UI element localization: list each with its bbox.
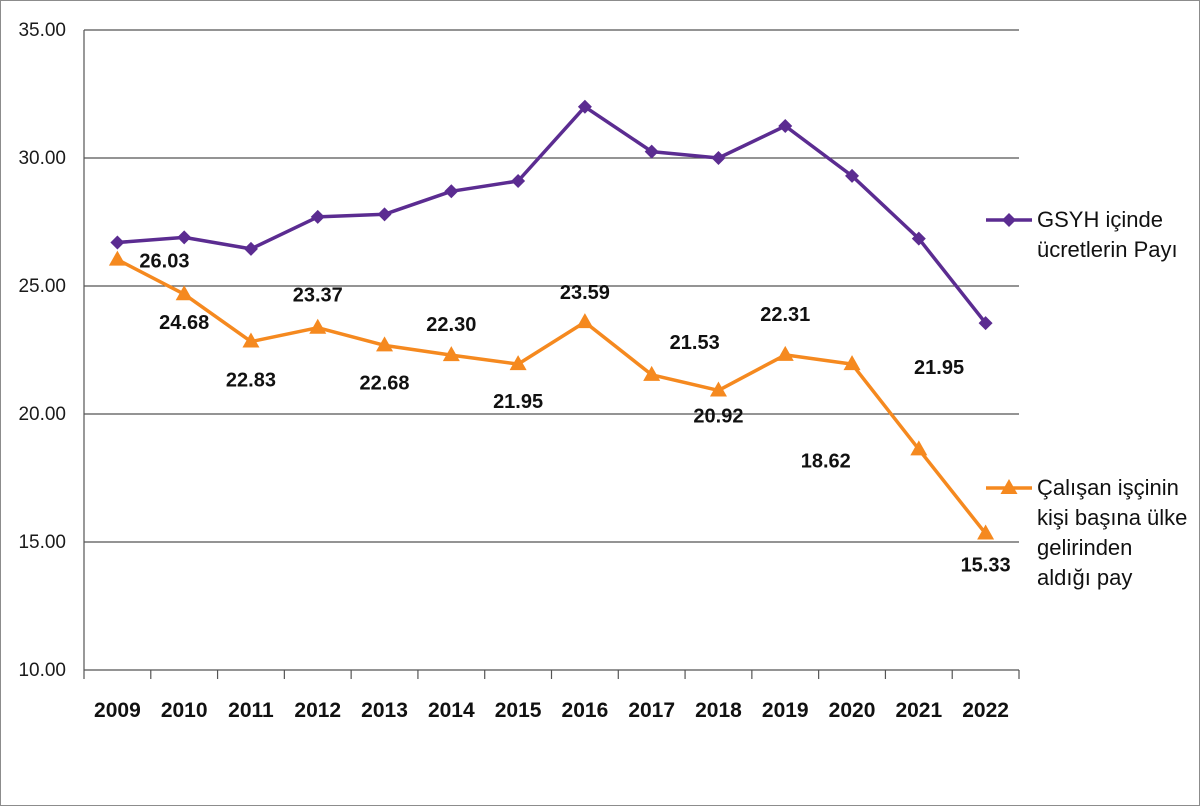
legend-marker	[1002, 213, 1016, 227]
legend-entry-1: GSYH içinde ücretlerin Payı	[986, 207, 1178, 262]
legend-label: ücretlerin Payı	[1037, 237, 1178, 262]
x-tick-label: 2018	[695, 699, 742, 722]
series-2-point	[309, 318, 327, 334]
x-tick-label: 2022	[962, 699, 1009, 722]
series-2-point	[108, 250, 126, 266]
legend-label: Çalışan işçinin	[1037, 475, 1179, 500]
series-2-point	[776, 345, 794, 361]
series-2-point	[442, 346, 460, 362]
series-2-point	[576, 313, 594, 329]
y-tick-label: 35.00	[18, 20, 66, 41]
data-label: 20.92	[693, 405, 743, 427]
series-2-point	[910, 440, 928, 456]
x-tick-label: 2016	[562, 699, 609, 722]
legend-marker	[1000, 479, 1018, 494]
data-label: 18.62	[801, 450, 851, 472]
x-tick-label: 2011	[228, 699, 274, 722]
series-2-point	[709, 381, 727, 397]
series-2-point	[376, 336, 394, 352]
legend-label: GSYH içinde	[1037, 207, 1163, 232]
x-tick-label: 2017	[628, 699, 675, 722]
series-2-point	[242, 332, 260, 348]
data-label: 23.59	[560, 282, 610, 304]
series-line-1	[117, 105, 987, 325]
series-1-point	[511, 174, 526, 189]
x-tick-label: 2009	[94, 699, 141, 722]
legend-label: gelirinden	[1037, 535, 1132, 560]
data-label: 21.95	[493, 391, 543, 413]
series-1-point	[978, 316, 993, 331]
series-1-point	[377, 207, 392, 222]
x-tick-label: 2010	[161, 699, 208, 722]
data-label: 21.95	[914, 357, 964, 379]
x-tick-label: 2012	[294, 699, 341, 722]
series-1-point	[911, 231, 926, 246]
series-1-point	[845, 168, 860, 183]
x-tick-label: 2013	[361, 699, 408, 722]
series-1-point	[177, 230, 192, 245]
series-1-point	[644, 144, 659, 159]
y-tick-label: 15.00	[18, 532, 66, 553]
x-tick-label: 2014	[428, 699, 475, 722]
data-label: 23.37	[293, 285, 343, 307]
series-1-point	[778, 119, 793, 133]
data-label: 15.33	[961, 555, 1011, 577]
series-2-point	[977, 524, 995, 540]
data-label: 26.03	[139, 251, 189, 273]
series-1-point	[577, 99, 592, 114]
series-1-point	[310, 209, 325, 224]
data-label: 22.83	[226, 370, 276, 392]
series-line-2	[116, 258, 987, 535]
series-2-point	[843, 355, 861, 371]
legend-label: aldığı pay	[1037, 565, 1132, 590]
x-tick-label: 2021	[895, 699, 942, 722]
series-2-point	[509, 355, 527, 371]
series-2-point	[175, 285, 193, 301]
series-1-point	[444, 184, 459, 199]
series-1-point	[110, 235, 125, 250]
series-2-point	[643, 365, 661, 381]
series-1-point	[711, 151, 726, 165]
y-tick-label: 10.00	[18, 660, 66, 681]
data-label: 21.53	[670, 332, 720, 354]
y-tick-label: 25.00	[18, 276, 66, 297]
series-1-point	[243, 241, 258, 256]
x-tick-label: 2019	[762, 699, 809, 722]
x-tick-label: 2015	[495, 699, 542, 722]
legend-entry-2: Çalışan işçinin kişi başına ülke gelirinde…	[986, 475, 1187, 590]
data-label: 22.31	[760, 304, 810, 326]
data-label: 22.68	[360, 372, 410, 394]
data-label: 22.30	[426, 314, 476, 336]
y-tick-label: 30.00	[18, 148, 66, 169]
x-tick-label: 2020	[829, 699, 876, 722]
data-label: 24.68	[159, 312, 209, 334]
y-tick-label: 20.00	[18, 404, 66, 425]
legend-label: kişi başına ülke	[1037, 505, 1187, 530]
